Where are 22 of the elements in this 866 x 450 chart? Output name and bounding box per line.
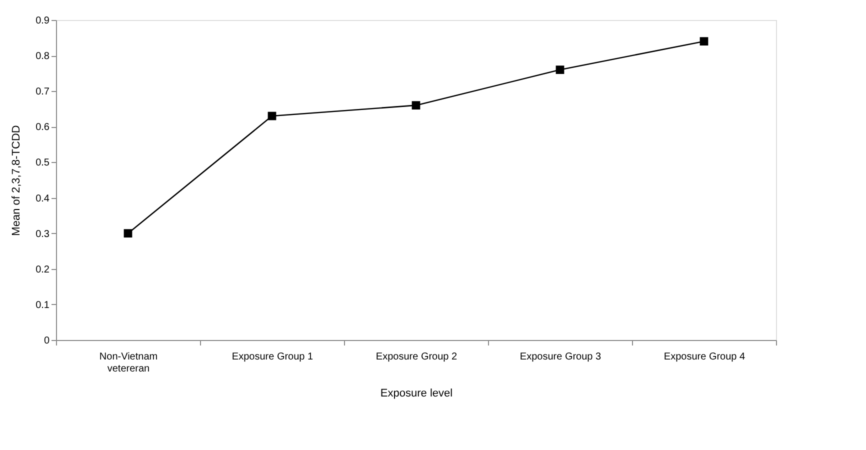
y-tick-label: 0.7 bbox=[36, 86, 50, 98]
y-tick-label: 0.6 bbox=[36, 122, 50, 134]
point bbox=[268, 112, 276, 120]
y-tick-label: 0.1 bbox=[36, 300, 50, 311]
y-tick-label: 0.9 bbox=[36, 16, 50, 26]
y-tick-label: 0.2 bbox=[36, 264, 50, 276]
y-tick-label: 0 bbox=[44, 336, 50, 346]
x-tick-label: Exposure Group 4 bbox=[664, 352, 746, 362]
point bbox=[700, 37, 708, 46]
y-tick-label: 0.4 bbox=[36, 193, 50, 204]
x-tick-label: Exposure Group 2 bbox=[376, 352, 458, 362]
y-axis-title: Mean of 2,3,7,8-TCDD bbox=[10, 125, 23, 236]
x-tick-label: Exposure Group 3 bbox=[520, 352, 602, 362]
y-tick-label: 0.8 bbox=[36, 51, 50, 62]
x-tick-label: Exposure Group 1 bbox=[232, 352, 314, 362]
y-tick-label: 0.5 bbox=[36, 158, 50, 169]
x-tick-label: Non-Vietnam vetereran bbox=[99, 352, 158, 374]
point bbox=[556, 66, 564, 74]
point bbox=[124, 229, 132, 238]
point bbox=[412, 101, 420, 110]
x-axis-title: Exposure level bbox=[380, 388, 453, 400]
y-tick-label: 0.3 bbox=[36, 228, 50, 240]
